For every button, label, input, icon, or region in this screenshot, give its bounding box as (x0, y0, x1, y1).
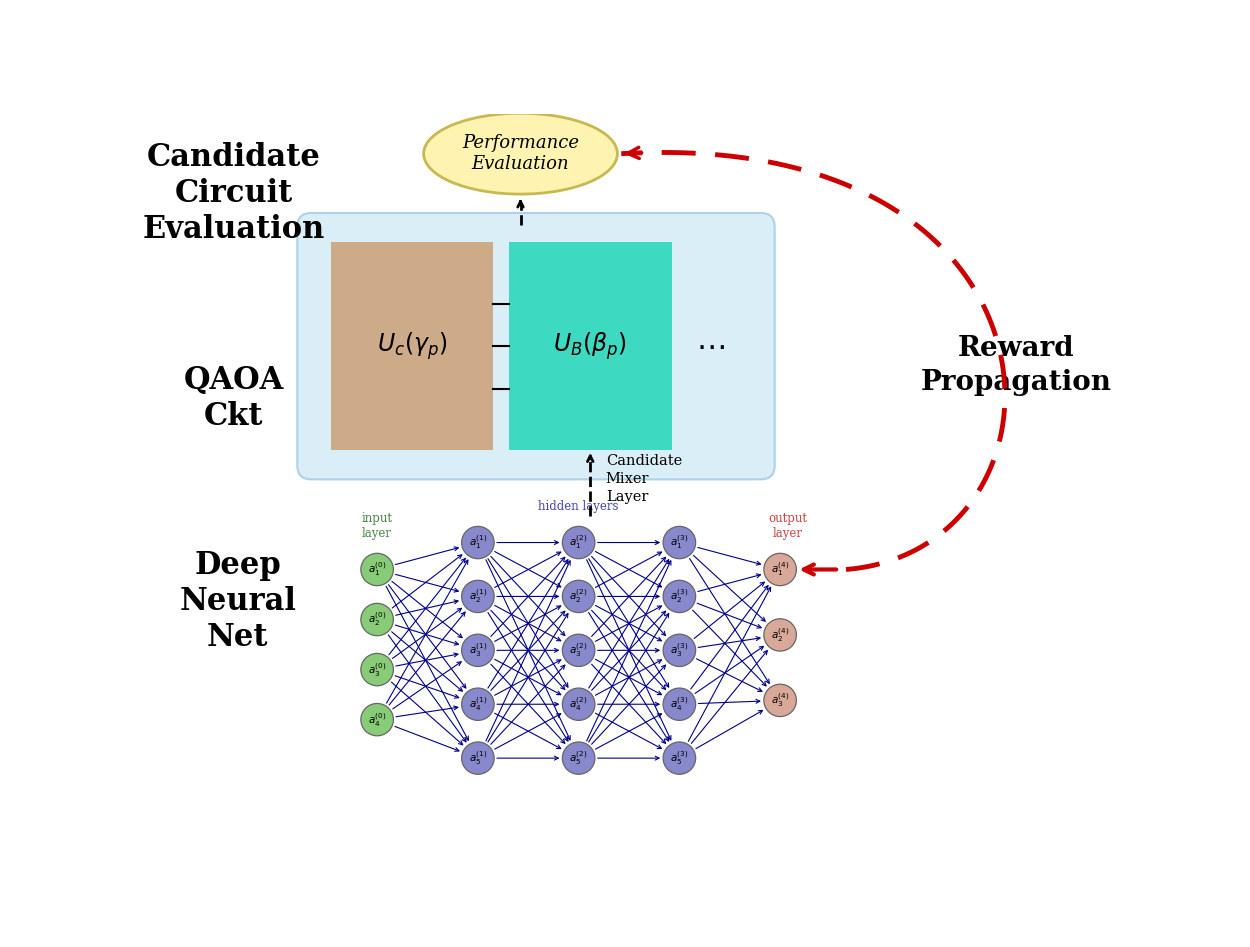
Text: $a_4^{(3)}$: $a_4^{(3)}$ (670, 695, 689, 713)
Circle shape (562, 634, 595, 667)
Circle shape (764, 553, 796, 585)
Circle shape (461, 688, 494, 721)
Circle shape (461, 581, 494, 613)
Circle shape (361, 653, 394, 686)
Text: $\cdots$: $\cdots$ (696, 331, 725, 362)
Text: $a_3^{(2)}$: $a_3^{(2)}$ (570, 641, 588, 659)
Text: Performance
Evaluation: Performance Evaluation (462, 134, 579, 173)
Text: $a_3^{(3)}$: $a_3^{(3)}$ (670, 641, 689, 659)
Circle shape (461, 527, 494, 559)
Text: $a_3^{(0)}$: $a_3^{(0)}$ (368, 661, 386, 679)
Circle shape (662, 634, 696, 667)
Text: Candidate
Mixer
Layer: Candidate Mixer Layer (606, 454, 683, 505)
Circle shape (662, 527, 696, 559)
FancyBboxPatch shape (298, 213, 775, 479)
Text: $U_c(\gamma_p)$: $U_c(\gamma_p)$ (376, 331, 448, 362)
Text: $a_3^{(4)}$: $a_3^{(4)}$ (771, 691, 789, 709)
Circle shape (764, 618, 796, 652)
Text: input
layer: input layer (361, 512, 392, 540)
Text: hidden layers: hidden layers (539, 500, 619, 513)
Circle shape (562, 688, 595, 721)
Text: $a_1^{(3)}$: $a_1^{(3)}$ (670, 533, 689, 551)
Circle shape (461, 634, 494, 667)
Circle shape (562, 581, 595, 613)
Circle shape (361, 603, 394, 635)
Text: $a_1^{(0)}$: $a_1^{(0)}$ (368, 561, 386, 579)
Circle shape (662, 742, 696, 775)
Text: $a_5^{(2)}$: $a_5^{(2)}$ (570, 749, 588, 767)
Circle shape (562, 742, 595, 775)
Text: $a_4^{(1)}$: $a_4^{(1)}$ (469, 695, 488, 713)
Text: $U_B(\beta_p)$: $U_B(\beta_p)$ (554, 331, 628, 362)
Text: Deep
Neural
Net: Deep Neural Net (179, 550, 296, 652)
Text: $a_2^{(2)}$: $a_2^{(2)}$ (570, 587, 588, 605)
Text: $a_2^{(0)}$: $a_2^{(0)}$ (368, 611, 386, 629)
Text: output
layer: output layer (769, 512, 808, 540)
Text: Reward
Propagation: Reward Propagation (921, 335, 1112, 396)
Text: $a_5^{(1)}$: $a_5^{(1)}$ (469, 749, 488, 767)
FancyBboxPatch shape (509, 242, 671, 450)
Text: Candidate
Circuit
Evaluation: Candidate Circuit Evaluation (142, 142, 325, 244)
Circle shape (562, 527, 595, 559)
Text: $a_1^{(4)}$: $a_1^{(4)}$ (771, 561, 789, 579)
Text: $a_5^{(3)}$: $a_5^{(3)}$ (670, 749, 689, 767)
Text: QAOA
Ckt: QAOA Ckt (184, 366, 284, 432)
Circle shape (662, 581, 696, 613)
Text: $a_3^{(1)}$: $a_3^{(1)}$ (469, 641, 488, 659)
Text: $a_4^{(0)}$: $a_4^{(0)}$ (368, 710, 386, 728)
Text: $a_1^{(2)}$: $a_1^{(2)}$ (570, 533, 588, 551)
FancyBboxPatch shape (330, 242, 494, 450)
Ellipse shape (424, 114, 618, 194)
Circle shape (461, 742, 494, 775)
Text: $a_2^{(4)}$: $a_2^{(4)}$ (771, 626, 789, 644)
Circle shape (662, 688, 696, 721)
Text: $a_4^{(2)}$: $a_4^{(2)}$ (570, 695, 588, 713)
Text: $a_1^{(1)}$: $a_1^{(1)}$ (469, 533, 488, 551)
Text: $a_2^{(3)}$: $a_2^{(3)}$ (670, 587, 689, 605)
Circle shape (361, 704, 394, 736)
Circle shape (361, 553, 394, 585)
Circle shape (764, 685, 796, 717)
Text: $a_2^{(1)}$: $a_2^{(1)}$ (469, 587, 488, 605)
